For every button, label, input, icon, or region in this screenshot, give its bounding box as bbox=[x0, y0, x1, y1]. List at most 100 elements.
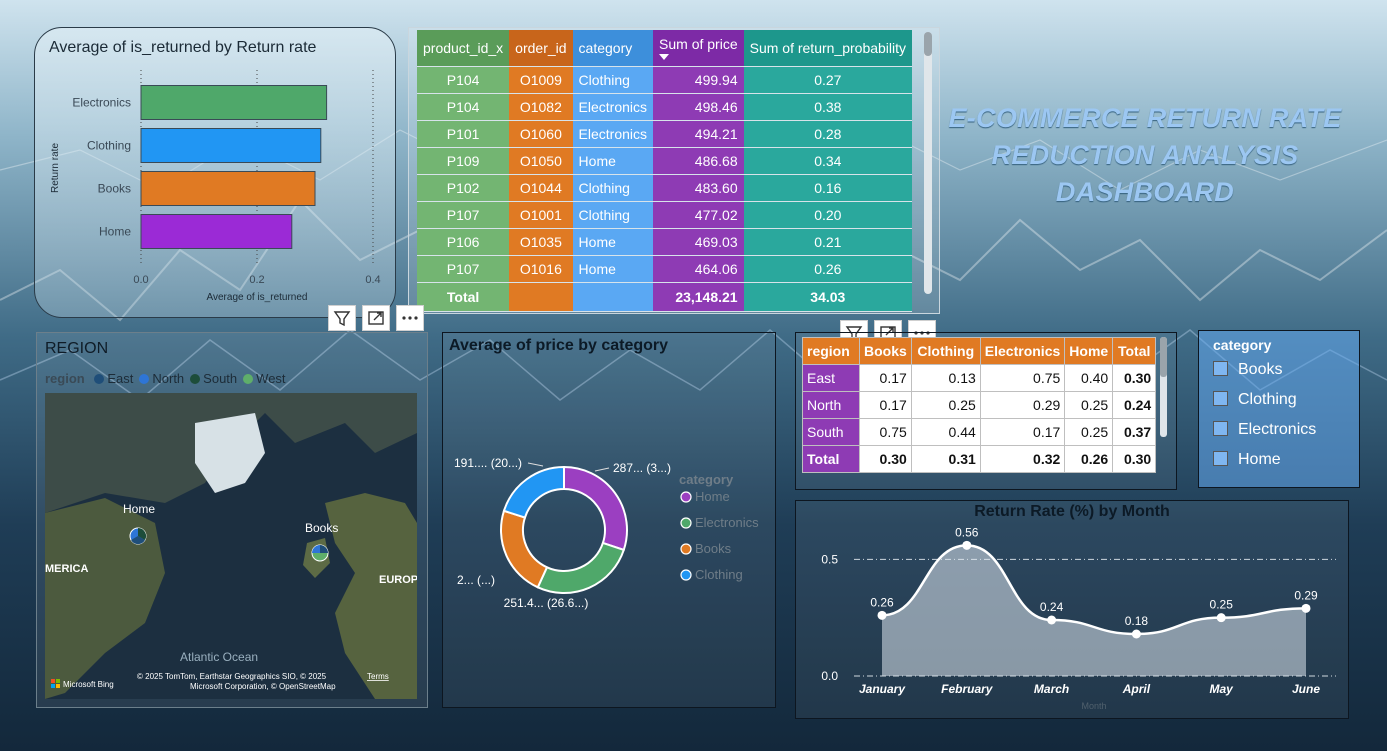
map-label-ocean: Atlantic Ocean bbox=[180, 650, 258, 664]
bar-chart: 0.0 0.2 0.4 Electronics Clothing Books Home Ave… bbox=[50, 70, 381, 303]
map-legend: region East North South West bbox=[45, 371, 286, 386]
map-copyright-1: © 2025 TomTom, Earthstar Geographics SIO… bbox=[137, 672, 327, 681]
table-row[interactable]: P101 O1060 Electronics 494.21 0.28 bbox=[417, 120, 913, 148]
map-legend-label-item: East bbox=[107, 371, 134, 386]
donut-legend-item[interactable]: Electronics bbox=[695, 515, 759, 530]
table-row[interactable]: P104 O1082 Electronics 498.46 0.38 bbox=[417, 93, 913, 121]
matrix-cell: 0.24 bbox=[1112, 391, 1157, 419]
map-label-home: Home bbox=[123, 502, 155, 516]
map-legend-item[interactable]: West bbox=[243, 371, 286, 386]
cell-product-id: P109 bbox=[417, 147, 510, 175]
matrix-col-clothing[interactable]: Clothing bbox=[910, 337, 981, 365]
slicer-item-clothing[interactable]: Clothing bbox=[1213, 391, 1297, 409]
line-point-may[interactable] bbox=[1216, 613, 1226, 623]
map-legend-item[interactable]: North bbox=[139, 371, 184, 386]
focus-mode-icon bbox=[368, 311, 384, 325]
donut-slice-electronics[interactable] bbox=[536, 541, 626, 594]
map-label-europe: EUROP bbox=[379, 574, 417, 586]
donut-legend-item[interactable]: Home bbox=[695, 489, 730, 504]
cell-return-prob: 0.26 bbox=[743, 255, 913, 283]
cell-sum-price: 483.60 bbox=[653, 174, 744, 202]
donut-legend-item[interactable]: Clothing bbox=[695, 567, 743, 582]
cell-sum-price: 499.94 bbox=[653, 66, 744, 94]
line-point-june[interactable] bbox=[1301, 603, 1311, 613]
line-point-march[interactable] bbox=[1047, 615, 1057, 625]
matrix-panel[interactable]: region Books Clothing Electronics Home T… bbox=[795, 332, 1177, 490]
total-cell-sum-price: 23,148.21 bbox=[653, 282, 744, 312]
focus-mode-icon bbox=[880, 326, 896, 340]
bar-books[interactable] bbox=[140, 171, 316, 206]
donut-slice-clothing[interactable] bbox=[502, 465, 565, 519]
col-sum-of-return-probability[interactable]: Sum of return_probability bbox=[743, 30, 913, 67]
table-row[interactable]: P107 O1001 Clothing 477.02 0.20 bbox=[417, 201, 913, 229]
matrix-col-books[interactable]: Books bbox=[859, 337, 912, 365]
product-table-scrollbar[interactable] bbox=[924, 32, 932, 294]
region-map-panel[interactable]: REGION region East North South West Home Bo… bbox=[36, 332, 428, 708]
map-terms-link[interactable]: Terms bbox=[367, 672, 389, 681]
checkbox-icon[interactable] bbox=[1213, 391, 1228, 406]
donut-slice-books[interactable] bbox=[500, 509, 549, 589]
table-row[interactable]: P109 O1050 Home 486.68 0.34 bbox=[417, 147, 913, 175]
line-data-label: 0.25 bbox=[1210, 598, 1234, 612]
matrix-cell: 0.25 bbox=[910, 391, 981, 419]
matrix-col-electronics[interactable]: Electronics bbox=[979, 337, 1066, 365]
slicer-item-label: Clothing bbox=[1238, 391, 1297, 408]
matrix-total-row[interactable]: Total 0.30 0.31 0.32 0.26 0.30 bbox=[802, 445, 1157, 473]
matrix-header: region Books Clothing Electronics Home T… bbox=[802, 337, 1157, 365]
product-table-panel[interactable]: product_id_x order_id category Sum of pr… bbox=[408, 27, 940, 314]
matrix-col-total[interactable]: Total bbox=[1112, 337, 1157, 365]
bar-chart-panel[interactable]: Average of is_returned by Return rate 0.… bbox=[34, 27, 396, 318]
cell-return-prob: 0.20 bbox=[743, 201, 913, 229]
matrix-row[interactable]: South 0.75 0.44 0.17 0.25 0.37 bbox=[802, 418, 1157, 446]
bar-home[interactable] bbox=[140, 214, 293, 249]
total-cell-order-id bbox=[509, 282, 573, 312]
line-x-axis-title: Month bbox=[1081, 701, 1106, 711]
cell-order-id: O1044 bbox=[509, 174, 573, 202]
total-cell-return-prob: 34.03 bbox=[743, 282, 913, 312]
line-point-february[interactable] bbox=[962, 540, 972, 550]
checkbox-icon[interactable] bbox=[1213, 421, 1228, 436]
slicer-item-books[interactable]: Books bbox=[1213, 361, 1282, 379]
col-product-id[interactable]: product_id_x bbox=[417, 30, 510, 67]
col-sum-of-price[interactable]: Sum of price bbox=[653, 30, 744, 67]
cell-category: Clothing bbox=[572, 174, 654, 202]
matrix-row[interactable]: North 0.17 0.25 0.29 0.25 0.24 bbox=[802, 391, 1157, 419]
cell-category: Home bbox=[572, 147, 654, 175]
slicer-item-home[interactable]: Home bbox=[1213, 451, 1281, 469]
table-row[interactable]: P104 O1009 Clothing 499.94 0.27 bbox=[417, 66, 913, 94]
table-row[interactable]: P107 O1016 Home 464.06 0.26 bbox=[417, 255, 913, 283]
table-row[interactable]: P106 O1035 Home 469.03 0.21 bbox=[417, 228, 913, 256]
donut-legend-item[interactable]: Books bbox=[695, 541, 732, 556]
checkbox-icon[interactable] bbox=[1213, 361, 1228, 376]
matrix-cell: 0.30 bbox=[1112, 364, 1157, 392]
donut-chart-panel[interactable]: Average of price by category 287... (3..… bbox=[442, 332, 776, 708]
bar-clothing[interactable] bbox=[140, 128, 322, 163]
map-legend-item[interactable]: East bbox=[94, 371, 133, 386]
matrix-col-region[interactable]: region bbox=[802, 337, 860, 365]
table-row[interactable]: P102 O1044 Clothing 483.60 0.16 bbox=[417, 174, 913, 202]
slicer-item-electronics[interactable]: Electronics bbox=[1213, 421, 1316, 439]
line-point-january[interactable] bbox=[877, 610, 887, 620]
line-point-april[interactable] bbox=[1131, 629, 1141, 639]
product-table-scroll-thumb[interactable] bbox=[924, 32, 932, 56]
line-chart-panel[interactable]: Return Rate (%) by Month 0.0 0.5 0.26 Janua… bbox=[795, 500, 1349, 719]
col-order-id[interactable]: order_id bbox=[509, 30, 573, 67]
donut-chart: 287... (3...) 251.4... (26.6...) 2... (...… bbox=[454, 456, 759, 610]
more-options-button-map[interactable] bbox=[396, 305, 424, 331]
cell-order-id: O1060 bbox=[509, 120, 573, 148]
donut-slice-home[interactable] bbox=[563, 465, 628, 552]
table-total-row: Total 23,148.21 34.03 bbox=[417, 282, 913, 312]
matrix-scrollbar[interactable] bbox=[1160, 337, 1167, 437]
checkbox-icon[interactable] bbox=[1213, 451, 1228, 466]
filter-button-map[interactable] bbox=[328, 305, 356, 331]
cell-order-id: O1050 bbox=[509, 147, 573, 175]
region-map[interactable]: Home Books MERICA EUROP Atlantic Ocean M… bbox=[45, 393, 417, 699]
matrix-row[interactable]: East 0.17 0.13 0.75 0.40 0.30 bbox=[802, 364, 1157, 392]
focus-mode-button-map[interactable] bbox=[362, 305, 390, 331]
bar-electronics[interactable] bbox=[140, 85, 328, 120]
map-legend-item[interactable]: South bbox=[190, 371, 237, 386]
col-category[interactable]: category bbox=[572, 30, 654, 67]
matrix-col-home[interactable]: Home bbox=[1064, 337, 1114, 365]
map-copyright-2: Microsoft Corporation, © OpenStreetMap bbox=[190, 682, 336, 691]
matrix-scroll-thumb[interactable] bbox=[1160, 337, 1167, 377]
